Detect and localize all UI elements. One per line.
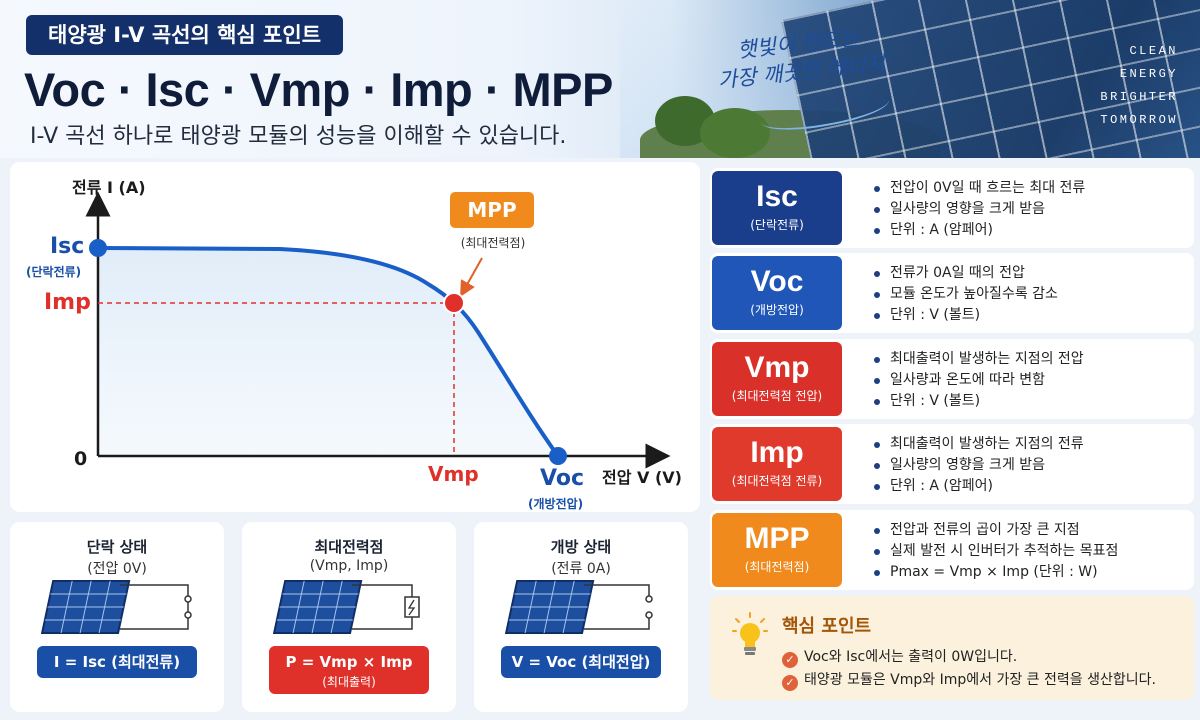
mpp-badge-box xyxy=(450,192,534,228)
x-axis-label: 전압 V (V) xyxy=(602,468,682,487)
voc-point xyxy=(549,447,567,465)
curve-area-fill xyxy=(98,248,558,456)
definition-point: 단위 : A (암페어) xyxy=(872,476,1084,497)
badge-term: Imp xyxy=(750,436,804,469)
definition-point: 단위 : V (볼트) xyxy=(872,305,1058,326)
state-subtitle: (전류 0A) xyxy=(551,561,611,577)
formula-main: P = Vmp × Imp xyxy=(285,653,413,671)
definition-point: 단위 : A (암페어) xyxy=(872,220,1085,241)
slogan-line: TOMORROW xyxy=(1100,113,1178,127)
vmp-label: Vmp xyxy=(428,462,479,486)
definition-imp: Imp (최대전력점 전류) 최대출력이 발생하는 지점의 전류 일사량의 영향… xyxy=(710,424,1194,504)
key-point-item: ✓ 태양광 모듈은 Vmp와 Imp에서 가장 큰 전력을 생산합니다. xyxy=(782,669,1156,691)
definition-point: 실제 발전 시 인버터가 추적하는 목표점 xyxy=(872,541,1118,562)
formula-pill: I = Isc (최대전류) xyxy=(37,646,197,678)
badge-subterm: (개방전압) xyxy=(750,303,804,317)
iv-curve-svg xyxy=(85,191,671,469)
definition-point: 일사량과 온도에 따라 변함 xyxy=(872,370,1084,391)
isc-label: Isc xyxy=(50,234,85,259)
clean-energy-slogan: CLEAN ENERGY BRIGHTER TOMORROW xyxy=(1058,40,1178,132)
definition-points: 최대출력이 발생하는 지점의 전압 일사량과 온도에 따라 변함 단위 : V … xyxy=(872,349,1084,412)
badge-term: Voc xyxy=(750,265,804,298)
definition-points: 전류가 0A일 때의 전압 모듈 온도가 높아질수록 감소 단위 : V (볼트… xyxy=(872,263,1058,326)
definition-badge: Isc (단락전류) xyxy=(712,171,842,245)
solar-panel-circuit-icon xyxy=(40,580,192,634)
isc-point xyxy=(89,239,107,257)
mpp-state-card: 최대전력점 (Vmp, Imp) P = Vmp × Imp (최대출력) xyxy=(242,522,456,712)
key-point-box: 핵심 포인트 ✓ Voc와 Isc에서는 출력이 0W입니다. ✓ 태양광 모듈은 … xyxy=(710,596,1194,700)
imp-label: Imp xyxy=(44,290,91,315)
page-subtitle: I-V 곡선 하나로 태양광 모듈의 성능을 이해할 수 있습니다. xyxy=(30,124,567,149)
state-title: 최대전력점 xyxy=(314,538,384,556)
slogan-line: BRIGHTER xyxy=(1100,90,1178,104)
definition-point: 최대출력이 발생하는 지점의 전류 xyxy=(872,434,1084,455)
isc-sub-label: (단락전류) xyxy=(26,265,82,279)
key-point-item: ✓ Voc와 Isc에서는 출력이 0W입니다. xyxy=(782,646,1017,668)
formula-note: (최대출력) xyxy=(322,675,376,689)
state-subtitle: (전압 0V) xyxy=(87,561,147,577)
definition-point: 전압과 전류의 곱이 가장 큰 지점 xyxy=(872,520,1118,541)
lightbulb-icon xyxy=(732,612,768,655)
mpp-point xyxy=(443,292,465,314)
definition-vmp: Vmp (최대전력점 전압) 최대출력이 발생하는 지점의 전압 일사량과 온도… xyxy=(710,339,1194,419)
definition-badge: Imp (최대전력점 전류) xyxy=(712,427,842,501)
badge-term: MPP xyxy=(744,522,810,555)
definition-point: 일사량의 영향을 크게 받음 xyxy=(872,455,1084,476)
header-banner: 태양광 I-V 곡선의 핵심 포인트 Voc · Isc · Vmp · Imp… xyxy=(0,0,1200,158)
short-circuit-card: 단락 상태 (전압 0V) I = Isc (최대전류) xyxy=(10,522,224,712)
check-icon: ✓ xyxy=(782,675,798,691)
definition-badge: MPP (최대전력점) xyxy=(712,513,842,587)
key-point-text: Voc와 Isc에서는 출력이 0W입니다. xyxy=(804,649,1018,665)
definition-badge: Vmp (최대전력점 전압) xyxy=(712,342,842,416)
definition-points: 전압과 전류의 곱이 가장 큰 지점 실제 발전 시 인버터가 추적하는 목표점… xyxy=(872,520,1118,583)
header-tag: 태양광 I-V 곡선의 핵심 포인트 xyxy=(26,15,344,55)
state-subtitle: (Vmp, Imp) xyxy=(309,558,389,574)
badge-subterm: (최대전력점 전류) xyxy=(731,474,823,488)
definition-voc: Voc (개방전압) 전류가 0A일 때의 전압 모듈 온도가 높아질수록 감소… xyxy=(710,253,1194,333)
definition-points: 전압이 0V일 때 흐르는 최대 전류 일사량의 영향을 크게 받음 단위 : … xyxy=(872,178,1085,241)
definition-point: 단위 : V (볼트) xyxy=(872,391,1084,412)
badge-subterm: (단락전류) xyxy=(750,218,804,232)
badge-term: Vmp xyxy=(744,351,810,384)
definition-point: Pmax = Vmp × Imp (단위 : W) xyxy=(872,562,1118,583)
badge-term: Isc xyxy=(756,180,798,213)
definition-mpp: MPP (최대전력점) 전압과 전류의 곱이 가장 큰 지점 실제 발전 시 인… xyxy=(710,510,1194,590)
key-point-title: 핵심 포인트 xyxy=(782,616,872,637)
definition-point: 모듈 온도가 높아질수록 감소 xyxy=(872,284,1058,305)
slogan-line: CLEAN xyxy=(1129,44,1178,58)
key-point-text: 태양광 모듈은 Vmp와 Imp에서 가장 큰 전력을 생산합니다. xyxy=(804,672,1156,688)
definition-isc: Isc (단락전류) 전압이 0V일 때 흐르는 최대 전류 일사량의 영향을 … xyxy=(710,168,1194,248)
solar-panel-load-icon xyxy=(272,580,420,634)
open-circuit-card: 개방 상태 (전류 0A) V = Voc (최대전압) xyxy=(474,522,688,712)
tree-decoration xyxy=(700,108,770,158)
check-icon: ✓ xyxy=(782,652,798,668)
definition-point: 전류가 0A일 때의 전압 xyxy=(872,263,1058,284)
voc-sub-label: (개방전압) xyxy=(528,497,584,511)
state-title: 단락 상태 xyxy=(86,538,148,556)
mpp-pointer-arrow xyxy=(460,257,483,297)
mpp-sub-label: (최대전력점) xyxy=(460,236,526,250)
definition-badge: Voc (개방전압) xyxy=(712,256,842,330)
formula-pill: P = Vmp × Imp (최대출력) xyxy=(269,646,429,694)
iv-curve-chart: 전류 I (A) 전압 V (V) 0 Isc (단락전류) Imp Vmp V… xyxy=(10,162,700,512)
definition-point: 최대출력이 발생하는 지점의 전압 xyxy=(872,349,1084,370)
slogan-line: ENERGY xyxy=(1119,67,1178,81)
solar-panel-open-icon xyxy=(504,580,653,634)
badge-subterm: (최대전력점 전압) xyxy=(731,389,823,403)
page-title: Voc · Isc · Vmp · Imp · MPP xyxy=(24,63,613,116)
formula-pill: V = Voc (최대전압) xyxy=(501,646,661,678)
y-axis-label: 전류 I (A) xyxy=(72,178,146,197)
voc-label: Voc xyxy=(540,466,584,491)
badge-subterm: (최대전력점) xyxy=(744,560,810,574)
origin-label: 0 xyxy=(74,448,88,470)
definition-point: 전압이 0V일 때 흐르는 최대 전류 xyxy=(872,178,1085,199)
state-title: 개방 상태 xyxy=(550,538,612,556)
definition-points: 최대출력이 발생하는 지점의 전류 일사량의 영향을 크게 받음 단위 : A … xyxy=(872,434,1084,497)
definition-point: 일사량의 영향을 크게 받음 xyxy=(872,199,1085,220)
mpp-badge-label: MPP xyxy=(467,198,517,222)
